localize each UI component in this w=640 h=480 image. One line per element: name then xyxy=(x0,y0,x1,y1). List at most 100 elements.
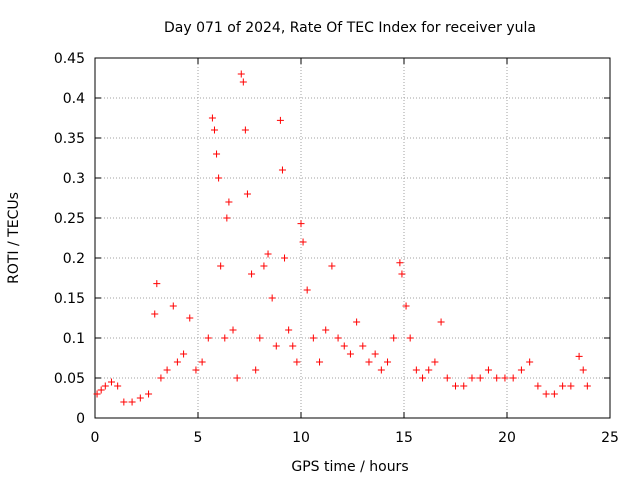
y-tick-label: 0.05 xyxy=(54,371,85,387)
y-tick-label: 0.25 xyxy=(54,211,85,227)
data-point xyxy=(210,126,218,134)
y-tick-label: 0.15 xyxy=(54,291,85,307)
data-points xyxy=(93,70,591,406)
y-tick-label: 0.35 xyxy=(54,131,85,147)
data-point xyxy=(107,378,115,386)
data-point xyxy=(186,314,194,322)
y-tick-label: 0.1 xyxy=(63,331,85,347)
plot-frame xyxy=(94,57,611,419)
data-point xyxy=(550,390,558,398)
data-point xyxy=(390,334,398,342)
data-point xyxy=(163,366,171,374)
data-point xyxy=(256,334,264,342)
data-point xyxy=(215,174,223,182)
data-point xyxy=(575,352,583,360)
data-point xyxy=(180,350,188,358)
data-point xyxy=(425,366,433,374)
data-point xyxy=(579,366,587,374)
data-point xyxy=(484,366,492,374)
data-point xyxy=(468,374,476,382)
data-point xyxy=(501,374,509,382)
data-point xyxy=(583,382,591,390)
data-point xyxy=(398,270,406,278)
data-point xyxy=(377,366,385,374)
data-point xyxy=(402,302,410,310)
y-tick-label: 0.2 xyxy=(63,251,85,267)
x-axis-label: GPS time / hours xyxy=(291,459,408,475)
data-point xyxy=(371,350,379,358)
data-point xyxy=(169,302,177,310)
data-point xyxy=(396,259,404,267)
data-point xyxy=(384,358,392,366)
data-point xyxy=(517,366,525,374)
data-point xyxy=(285,326,293,334)
data-point xyxy=(237,70,245,78)
data-point xyxy=(101,382,109,390)
x-tick-label: 25 xyxy=(601,430,619,446)
data-point xyxy=(281,254,289,262)
data-point xyxy=(431,358,439,366)
data-point xyxy=(248,270,256,278)
data-point xyxy=(567,382,575,390)
data-point xyxy=(252,366,260,374)
chart-title: Day 071 of 2024, Rate Of TEC Index for r… xyxy=(164,20,536,36)
data-point xyxy=(437,318,445,326)
data-point xyxy=(297,220,305,228)
data-point xyxy=(509,374,517,382)
data-point xyxy=(208,114,216,122)
data-point xyxy=(353,318,361,326)
data-point xyxy=(204,334,212,342)
data-point xyxy=(559,382,567,390)
data-point xyxy=(534,382,542,390)
data-point xyxy=(359,342,367,350)
data-point xyxy=(476,374,484,382)
data-point xyxy=(322,326,330,334)
data-point xyxy=(239,78,247,86)
y-tick-label: 0.45 xyxy=(54,51,85,67)
data-point xyxy=(229,326,237,334)
data-point xyxy=(452,382,459,390)
data-point xyxy=(145,390,153,398)
data-point xyxy=(334,334,342,342)
data-point xyxy=(272,342,280,350)
data-point xyxy=(93,390,101,398)
data-point xyxy=(173,358,181,366)
data-point xyxy=(309,334,317,342)
data-point xyxy=(114,382,122,390)
data-point xyxy=(213,150,221,158)
data-point xyxy=(128,398,136,406)
data-point xyxy=(346,350,354,358)
y-tick-label: 0.4 xyxy=(63,91,85,107)
x-tick-label: 0 xyxy=(91,430,100,446)
data-point xyxy=(289,342,297,350)
data-point xyxy=(157,374,165,382)
data-point xyxy=(221,334,229,342)
data-point xyxy=(412,366,420,374)
data-point xyxy=(120,398,128,406)
data-point xyxy=(97,386,105,394)
data-point xyxy=(316,358,324,366)
data-point xyxy=(260,262,268,270)
data-point xyxy=(299,238,307,246)
data-point xyxy=(278,166,286,174)
data-point xyxy=(542,390,550,398)
axis-ticks: 0 0.05 0.1 0.15 0.2 0.25 0.3 0.35 0.4 0.45 0 5 10 15 2… xyxy=(54,51,619,446)
data-point xyxy=(264,250,272,258)
data-point xyxy=(340,342,348,350)
data-point xyxy=(443,374,451,382)
x-tick-label: 10 xyxy=(292,430,310,446)
data-point xyxy=(198,358,206,366)
x-tick-label: 20 xyxy=(498,430,516,446)
data-point xyxy=(419,374,427,382)
y-axis-label: ROTI / TECUs xyxy=(6,192,22,284)
data-point xyxy=(293,358,301,366)
data-point xyxy=(225,198,233,206)
data-point xyxy=(460,382,468,390)
data-point xyxy=(151,310,159,318)
data-point xyxy=(153,280,161,288)
data-point xyxy=(268,294,276,302)
data-point xyxy=(406,334,414,342)
data-point xyxy=(243,190,251,198)
data-point xyxy=(241,126,249,134)
